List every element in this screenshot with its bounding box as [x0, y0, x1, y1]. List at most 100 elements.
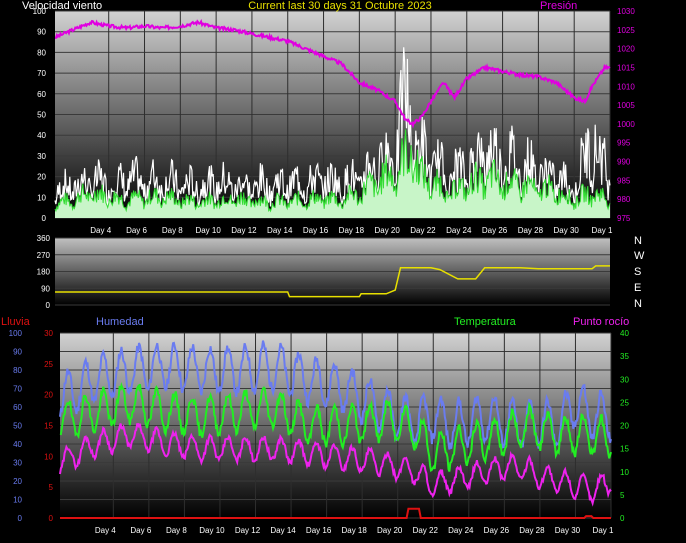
x-tick-label: Day 24 [448, 526, 474, 535]
y-tick-label-rain: 5 [49, 483, 54, 492]
x-tick-label: Day 18 [341, 526, 367, 535]
pressure-line [54, 18, 611, 129]
x-tick-label: Day 22 [410, 226, 436, 235]
y-tick-label-pressure: 1015 [617, 63, 635, 72]
x-tick-label: Day 10 [199, 526, 225, 535]
y-tick-label-pressure: 1020 [617, 45, 635, 54]
y-tick-label-wind: 30 [37, 152, 46, 161]
wind-area [55, 129, 610, 218]
y-tick-label-direction: 270 [37, 251, 51, 260]
y-tick-label-wind: 90 [37, 28, 46, 37]
pressure-label: Presión [540, 0, 577, 12]
x-tick-label: Day 22 [413, 526, 439, 535]
y-tick-label-pressure: 980 [617, 195, 631, 204]
x-tick-label: Day 10 [195, 226, 221, 235]
y-tick-label-pressure: 975 [617, 214, 631, 223]
x-tick-label: Day 30 [555, 526, 581, 535]
x-tick-label: Day 16 [306, 526, 332, 535]
y-tick-label-wind: 10 [37, 193, 46, 202]
y-tick-label-humidity: 100 [9, 329, 23, 338]
wind-speed-line [54, 129, 611, 213]
x-tick-label: Day 28 [518, 226, 544, 235]
wind-pressure-ticks: 0102030405060708090100975980985990995100… [33, 7, 636, 235]
x-tick-label: Day 12 [235, 526, 261, 535]
x-tick-label: Day 26 [484, 526, 510, 535]
y-tick-label-pressure: 1025 [617, 26, 635, 35]
x-tick-label: Day 14 [267, 226, 293, 235]
y-tick-label-humidity: 10 [13, 496, 22, 505]
y-tick-label-wind: 50 [37, 111, 46, 120]
x-tick-label: Day 24 [446, 226, 472, 235]
x-tick-label: Day 28 [519, 526, 545, 535]
temperature-label: Temperatura [454, 316, 517, 328]
y-tick-label-humidity: 40 [13, 440, 22, 449]
y-tick-label-direction: 90 [41, 284, 50, 293]
y-tick-label-humidity: 50 [13, 422, 22, 431]
temperature-line [59, 381, 612, 473]
wind-direction-ticks: 0 90 180 270 360 [37, 234, 51, 310]
y-tick-label-humidity: 20 [13, 477, 22, 486]
y-tick-label-pressure: 995 [617, 139, 631, 148]
y-tick-label-humidity: 60 [13, 403, 22, 412]
y-tick-label-rain: 30 [44, 329, 53, 338]
wind-direction-grid [55, 237, 610, 306]
y-tick-label-temperature: 20 [620, 422, 629, 431]
x-tick-label: Day 6 [126, 226, 147, 235]
wind-direction-line [55, 265, 610, 298]
dewpoint-line [59, 423, 612, 507]
y-tick-label-temperature: 35 [620, 352, 629, 361]
y-tick-label-wind: 0 [42, 214, 47, 223]
rain-label: Lluvia [1, 316, 31, 328]
x-tick-label: Day 6 [130, 526, 151, 535]
y-tick-label-pressure: 1030 [617, 7, 635, 16]
y-tick-label-wind: 70 [37, 69, 46, 78]
humidity-label: Humedad [96, 316, 144, 328]
wind-pressure-series [54, 18, 611, 218]
wind-direction-series [55, 265, 610, 298]
x-tick-label: Day 14 [270, 526, 296, 535]
x-tick-label: Day 26 [482, 226, 508, 235]
y-tick-label-temperature: 40 [620, 329, 629, 338]
y-tick-label-pressure: 1010 [617, 82, 635, 91]
y-tick-label-pressure: 1000 [617, 120, 635, 129]
y-tick-label-direction: 0 [46, 301, 51, 310]
x-tick-label: Day 20 [377, 526, 403, 535]
x-tick-label: Day 8 [162, 226, 183, 235]
y-tick-label-wind: 20 [37, 173, 46, 182]
y-tick-label-direction: 180 [37, 268, 51, 277]
y-tick-label-temperature: 5 [620, 491, 625, 500]
x-tick-label: Day 4 [95, 526, 116, 535]
y-tick-label-humidity: 0 [18, 514, 23, 523]
wind-speed-label: Velocidad viento [22, 0, 102, 12]
y-tick-label-wind: 40 [37, 131, 46, 140]
x-tick-label: Day 12 [231, 226, 257, 235]
compass-e: E [634, 282, 641, 294]
x-tick-label: Day 4 [90, 226, 111, 235]
y-tick-label-pressure: 985 [617, 176, 631, 185]
y-tick-label-rain: 15 [44, 422, 53, 431]
y-tick-label-direction: 360 [37, 234, 51, 243]
y-tick-label-rain: 25 [44, 360, 53, 369]
y-tick-label-temperature: 10 [620, 468, 629, 477]
y-tick-label-wind: 100 [33, 7, 47, 16]
x-tick-label: Day 20 [374, 226, 400, 235]
y-tick-label-wind: 60 [37, 90, 46, 99]
climate-ticks: 0 10 20 30 40 50 60 70 80 90 100 0 5 10 15 20 25 30 0 5 10 15… [9, 329, 630, 535]
y-tick-label-humidity: 80 [13, 366, 22, 375]
x-tick-label: Day 1 [592, 226, 613, 235]
climate-series [59, 340, 612, 519]
y-tick-label-temperature: 25 [620, 398, 629, 407]
y-tick-label-wind: 80 [37, 48, 46, 57]
y-tick-label-humidity: 70 [13, 385, 22, 394]
y-tick-label-temperature: 15 [620, 445, 629, 454]
y-tick-label-temperature: 30 [620, 375, 629, 384]
y-tick-label-pressure: 1005 [617, 101, 635, 110]
x-tick-label: Day 16 [303, 226, 329, 235]
wind-pressure-grid [55, 10, 611, 219]
compass-labels: N W S E N [634, 235, 645, 310]
x-tick-label: Day 30 [554, 226, 580, 235]
y-tick-label-humidity: 30 [13, 459, 22, 468]
dewpoint-label: Punto rocío [573, 316, 629, 328]
y-tick-label-pressure: 990 [617, 158, 631, 167]
compass-w: W [634, 250, 645, 262]
